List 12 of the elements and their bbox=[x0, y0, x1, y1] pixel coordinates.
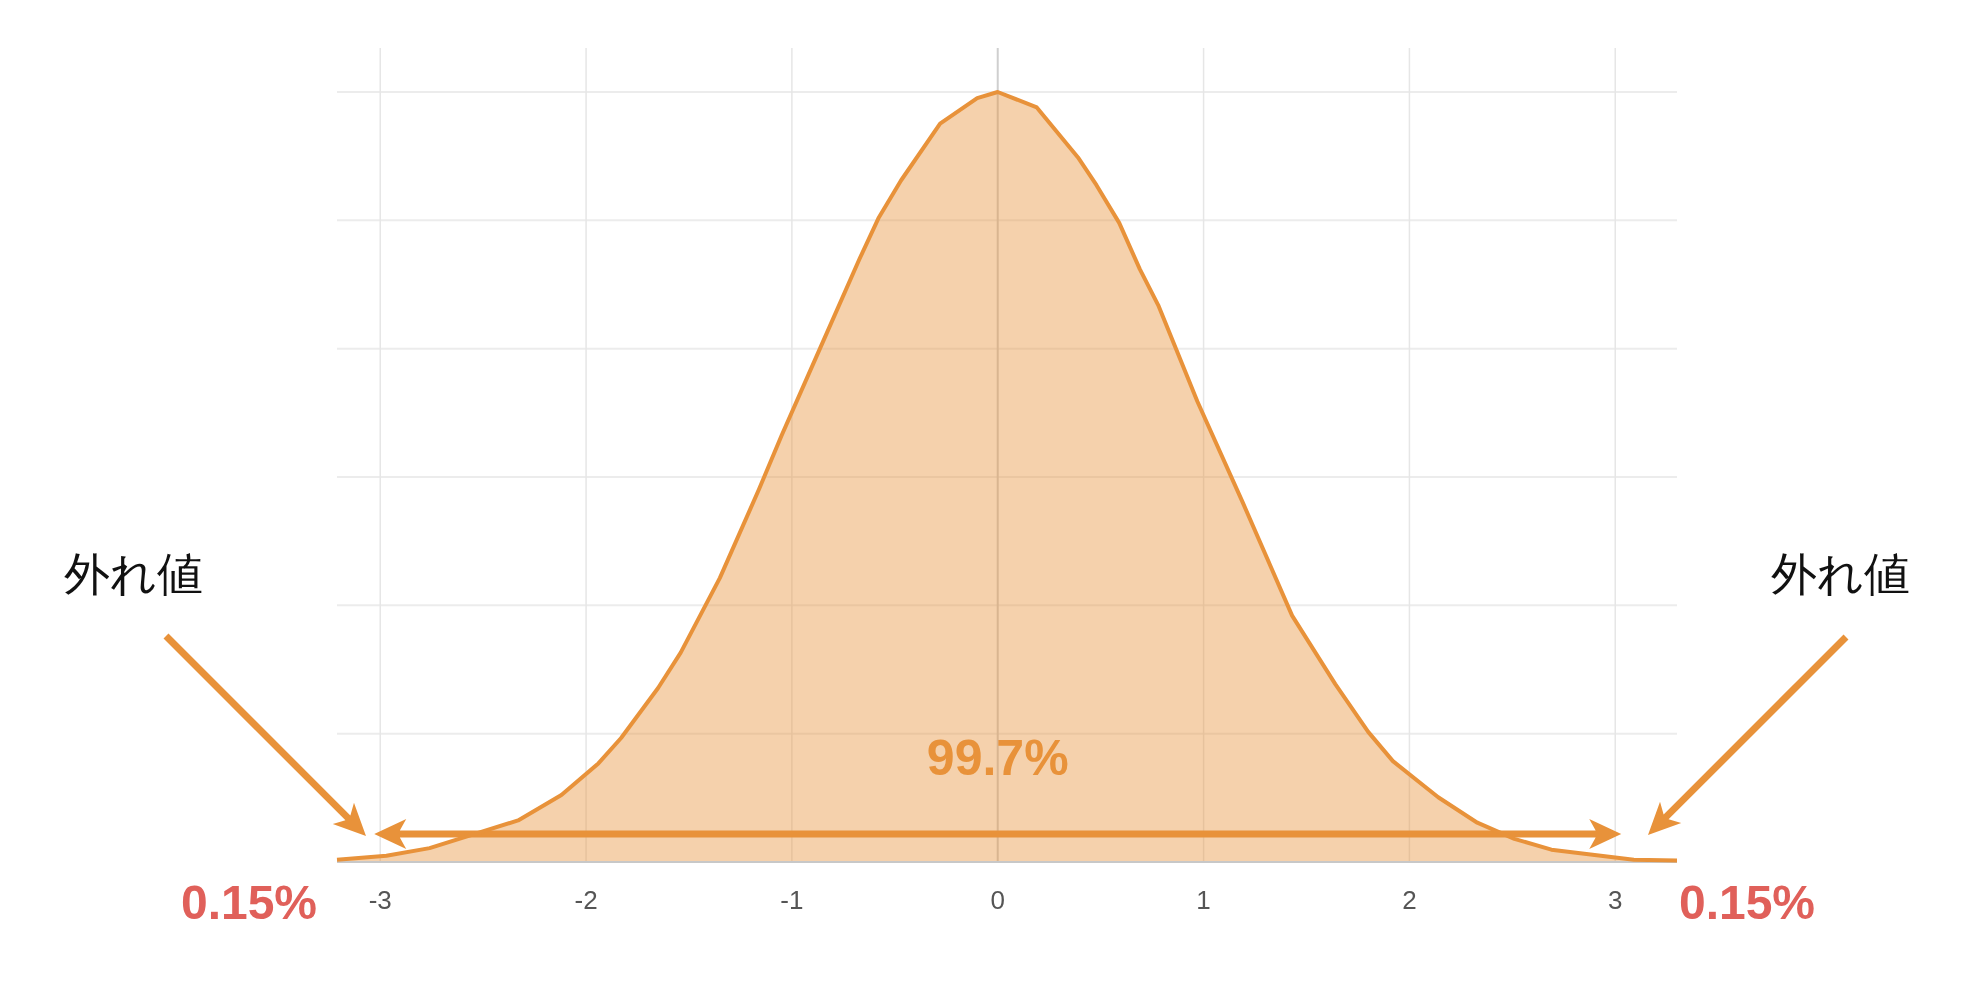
text: 外れ値 bbox=[63, 548, 203, 600]
text: 0.15% bbox=[180, 875, 318, 929]
x-tick-label: 2 bbox=[1402, 885, 1417, 915]
annotation: 99.7% bbox=[926, 730, 1069, 786]
x-tick-label: -1 bbox=[780, 885, 804, 915]
text: 0.15% bbox=[1678, 875, 1816, 929]
x-tick-label: 1 bbox=[1196, 885, 1211, 915]
x-tick-label: 0 bbox=[990, 885, 1005, 915]
x-tick-label: 3 bbox=[1608, 885, 1623, 915]
x-tick-label: -2 bbox=[574, 885, 598, 915]
text: 外れ値 bbox=[1770, 548, 1910, 600]
x-tick-label: -3 bbox=[368, 885, 392, 915]
